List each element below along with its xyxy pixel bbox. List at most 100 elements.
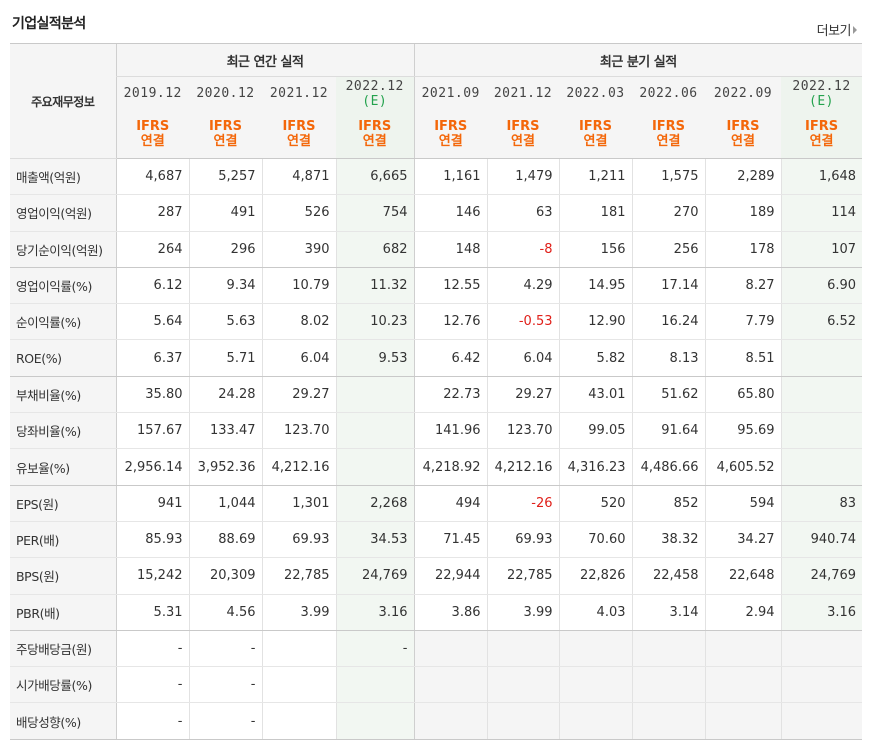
table-cell: 69.93 bbox=[261, 521, 336, 559]
basis-type: 연결 bbox=[140, 134, 165, 150]
period-date: 2021.12 bbox=[269, 86, 329, 102]
table-cell: 287 bbox=[115, 194, 189, 232]
basis-standard: IFRS bbox=[136, 119, 170, 135]
basis-header: IFRS 연결 bbox=[262, 110, 336, 159]
row-label: 당좌비율(%) bbox=[10, 412, 116, 450]
period-header: 2020.12 bbox=[189, 76, 262, 111]
table-cell: 682 bbox=[335, 231, 414, 268]
basis-header: IFRS 연결 bbox=[336, 110, 414, 159]
table-cell: 12.76 bbox=[413, 303, 487, 341]
table-cell: 65.80 bbox=[704, 376, 781, 414]
period-date: 2021.09 bbox=[421, 86, 480, 102]
basis-standard: IFRS bbox=[726, 119, 760, 135]
table-cell: 256 bbox=[631, 231, 705, 268]
table-cell: 5.31 bbox=[115, 594, 189, 631]
table-body: 매출액(억원) 4,687 5,257 4,871 6,665 1,161 1,479 1,2… bbox=[10, 158, 863, 740]
table-cell bbox=[780, 339, 863, 377]
table-cell: - bbox=[115, 630, 189, 668]
table-cell: 107 bbox=[780, 231, 863, 268]
row-label: PBR(배) bbox=[10, 594, 116, 631]
table-cell: 7.79 bbox=[704, 303, 781, 341]
table-cell bbox=[486, 702, 559, 740]
table-cell: 1,575 bbox=[631, 158, 705, 196]
basis-type: 연결 bbox=[287, 134, 311, 150]
table-cell: 34.27 bbox=[704, 521, 781, 559]
table-cell: 16.24 bbox=[631, 303, 705, 341]
row-label: PER(배) bbox=[10, 521, 116, 559]
table-row: 매출액(억원) 4,687 5,257 4,871 6,665 1,161 1,479 1,2… bbox=[10, 158, 863, 196]
table-cell: 91.64 bbox=[631, 412, 705, 450]
table-cell bbox=[335, 412, 414, 450]
table-row: 당좌비율(%) 157.67 133.47 123.70 141.96 123.70 99.… bbox=[10, 412, 863, 450]
table-cell: 43.01 bbox=[558, 376, 632, 414]
table-row: PBR(배) 5.31 4.56 3.99 3.16 3.86 3.99 4.03 3.14 2.… bbox=[10, 594, 863, 631]
table-cell bbox=[261, 630, 336, 668]
basis-type: 연결 bbox=[438, 134, 463, 150]
table-cell: 6.12 bbox=[115, 267, 189, 305]
more-link[interactable]: 더보기 bbox=[817, 20, 857, 39]
table-cell: 22,826 bbox=[558, 557, 632, 595]
table-row: 당기순이익(억원) 264 296 390 682 148 -8 156 256 178 107 bbox=[10, 231, 863, 268]
table-cell: 754 bbox=[335, 194, 414, 232]
table-cell: 1,044 bbox=[188, 485, 262, 522]
table-cell: 6.90 bbox=[780, 267, 863, 305]
estimate-mark: (E) bbox=[362, 93, 388, 109]
table-cell: 4,605.52 bbox=[704, 448, 781, 486]
table-cell: 3,952.36 bbox=[188, 448, 262, 486]
group-header-row: 주요재무정보 최근 연간 실적 최근 분기 실적 bbox=[10, 43, 863, 159]
table-cell: 189 bbox=[704, 194, 781, 232]
table-cell bbox=[631, 666, 705, 704]
basis-header: IFRS 연결 bbox=[413, 110, 487, 159]
table-cell: 594 bbox=[704, 485, 781, 522]
basis-standard: IFRS bbox=[506, 119, 540, 135]
table-cell: 9.53 bbox=[335, 339, 414, 377]
table-cell: 1,479 bbox=[486, 158, 559, 196]
table-cell: 3.14 bbox=[631, 594, 705, 631]
table-cell bbox=[413, 666, 487, 704]
table-row: 영업이익(억원) 287 491 526 754 146 63 181 270 189 114 bbox=[10, 194, 863, 232]
table-cell: 148 bbox=[413, 231, 487, 268]
table-cell: 10.79 bbox=[261, 267, 336, 305]
table-cell: 12.90 bbox=[558, 303, 632, 341]
table-cell: 12.55 bbox=[413, 267, 487, 305]
table-cell bbox=[261, 666, 336, 704]
row-label: 영업이익률(%) bbox=[10, 267, 116, 305]
corner-label: 주요재무정보 bbox=[10, 43, 116, 159]
table-cell: 51.62 bbox=[631, 376, 705, 414]
table-cell: 6.04 bbox=[261, 339, 336, 377]
table-cell: 22,785 bbox=[486, 557, 559, 595]
table-cell: 8.02 bbox=[261, 303, 336, 341]
table-cell: 156 bbox=[558, 231, 632, 268]
basis-type: 연결 bbox=[656, 134, 681, 150]
table-cell: 22,458 bbox=[631, 557, 705, 595]
table-cell: 4.29 bbox=[486, 267, 559, 305]
period-date: 2022.09 bbox=[713, 86, 773, 102]
estimate-mark: (E) bbox=[809, 93, 835, 109]
table-cell: 38.32 bbox=[631, 521, 705, 559]
table-cell: 5,257 bbox=[188, 158, 262, 196]
table-cell: 5.64 bbox=[115, 303, 189, 341]
period-date: 2019.12 bbox=[123, 86, 182, 102]
row-label: 배당성향(%) bbox=[10, 702, 116, 740]
table-cell: 88.69 bbox=[188, 521, 262, 559]
basis-type: 연결 bbox=[213, 134, 238, 150]
table-cell: 1,648 bbox=[780, 158, 863, 196]
table-cell: 4,218.92 bbox=[413, 448, 487, 486]
annual-group-header: 최근 연간 실적 bbox=[115, 43, 414, 77]
table-cell bbox=[558, 630, 632, 668]
table-cell bbox=[486, 666, 559, 704]
basis-standard: IFRS bbox=[208, 119, 243, 135]
table-cell: 71.45 bbox=[413, 521, 487, 559]
table-cell: 114 bbox=[780, 194, 863, 232]
table-cell: -26 bbox=[486, 485, 559, 522]
table-cell: - bbox=[188, 666, 262, 704]
table-row: 배당성향(%) - - bbox=[10, 702, 863, 740]
table-cell: - bbox=[188, 630, 262, 668]
row-label: 부채비율(%) bbox=[10, 376, 116, 414]
table-cell bbox=[558, 702, 632, 740]
table-cell: 5.82 bbox=[558, 339, 632, 377]
table-cell: 1,301 bbox=[261, 485, 336, 522]
table-cell: - bbox=[115, 666, 189, 704]
table-cell: 69.93 bbox=[486, 521, 559, 559]
table-row: 영업이익률(%) 6.12 9.34 10.79 11.32 12.55 4.29 14.95… bbox=[10, 267, 863, 305]
